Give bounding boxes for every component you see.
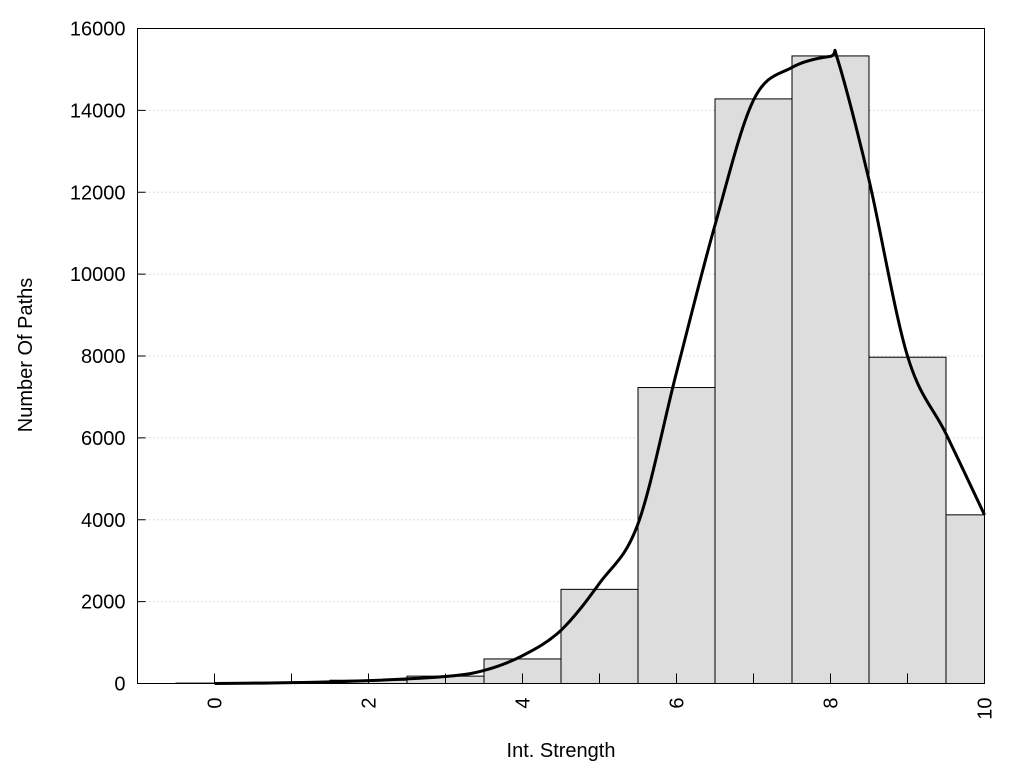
y-tick-label: 14000 bbox=[70, 100, 126, 122]
y-tick-label: 8000 bbox=[81, 346, 126, 368]
histogram-bar bbox=[714, 98, 793, 685]
y-tick-label: 16000 bbox=[70, 19, 126, 41]
histogram-bar bbox=[560, 588, 639, 684]
histogram-bar bbox=[945, 514, 985, 685]
histogram-bar bbox=[868, 356, 947, 684]
x-axis-label: Int. Strength bbox=[507, 740, 616, 762]
x-tick-label: 4 bbox=[513, 698, 535, 709]
y-tick-label: 4000 bbox=[81, 510, 126, 532]
histogram-bar bbox=[637, 387, 716, 684]
y-axis-label: Number Of Paths bbox=[15, 278, 37, 433]
x-tick-label: 2 bbox=[359, 698, 381, 709]
x-tick-label: 8 bbox=[821, 698, 843, 709]
y-tick-label: 12000 bbox=[70, 182, 126, 204]
x-tick-label: 0 bbox=[205, 698, 227, 709]
x-tick-label: 6 bbox=[667, 698, 689, 709]
y-tick-label: 10000 bbox=[70, 264, 126, 286]
histogram-bar bbox=[791, 55, 870, 685]
x-tick-label: 10 bbox=[975, 698, 997, 720]
y-tick-label: 6000 bbox=[81, 428, 126, 450]
y-tick-label: 2000 bbox=[81, 592, 126, 614]
y-tick-label: 0 bbox=[114, 674, 125, 696]
fitted-curve bbox=[214, 48, 986, 685]
